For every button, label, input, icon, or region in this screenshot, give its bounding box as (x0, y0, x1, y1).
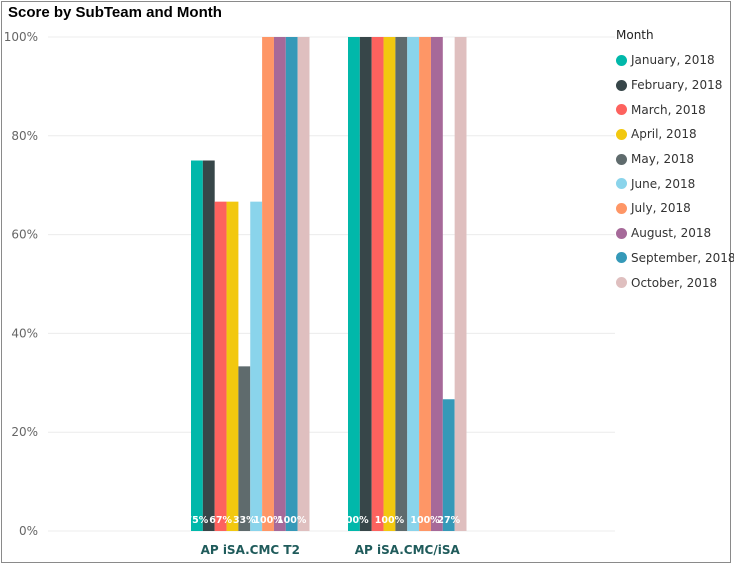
bar[interactable] (407, 37, 420, 531)
y-tick-label: 40% (11, 326, 38, 340)
legend: January, 2018 February, 2018 March, 2018 Ap… (616, 48, 734, 295)
legend-label: March, 2018 (631, 102, 706, 117)
legend-marker-icon (616, 252, 627, 264)
legend-label: April, 2018 (631, 127, 697, 142)
y-tick-label: 20% (11, 425, 38, 439)
legend-item[interactable]: March, 2018 (616, 97, 734, 122)
legend-label: February, 2018 (631, 78, 723, 93)
bar[interactable] (202, 160, 215, 532)
legend-label: January, 2018 (631, 53, 715, 68)
legend-label: June, 2018 (631, 176, 696, 191)
bar[interactable] (250, 201, 263, 531)
legend-item[interactable]: January, 2018 (616, 48, 734, 73)
bar[interactable] (226, 201, 239, 531)
bar[interactable] (419, 37, 431, 531)
bar[interactable] (262, 37, 274, 531)
bar[interactable] (273, 37, 286, 531)
legend-item[interactable]: February, 2018 (616, 73, 734, 98)
data-label: 67% (209, 515, 232, 526)
chart-title: Score by SubTeam and Month (8, 4, 222, 21)
legend-item[interactable]: July, 2018 (616, 196, 734, 221)
y-tick-label: 60% (11, 228, 38, 242)
legend-label: September, 2018 (631, 250, 734, 265)
data-label: 100% (410, 515, 440, 526)
data-label: 75% (186, 515, 209, 526)
legend-marker-icon (616, 54, 627, 66)
legend-marker-icon (616, 178, 627, 190)
bar[interactable] (285, 37, 298, 531)
data-label: 27% (437, 515, 460, 526)
legend-item[interactable]: May, 2018 (616, 147, 734, 172)
x-category-label: AP iSA.CMC/iSA (355, 543, 461, 557)
legend-label: August, 2018 (631, 226, 712, 241)
bar[interactable] (214, 201, 227, 531)
bar[interactable] (238, 366, 251, 531)
data-label: 100% (339, 515, 369, 526)
bar[interactable] (383, 37, 396, 531)
legend-item[interactable]: June, 2018 (616, 171, 734, 196)
bar[interactable] (359, 37, 372, 531)
bar[interactable] (430, 37, 443, 531)
data-label: 33% (233, 515, 256, 526)
legend-marker-icon (616, 202, 627, 214)
bar[interactable] (297, 37, 310, 531)
legend-item[interactable]: August, 2018 (616, 221, 734, 246)
legend-marker-icon (616, 153, 627, 165)
y-tick-label: 80% (11, 129, 38, 143)
data-label: 100% (375, 515, 405, 526)
legend-marker-icon (616, 79, 627, 91)
legend-item[interactable]: April, 2018 (616, 122, 734, 147)
bar[interactable] (348, 37, 360, 531)
legend-marker-icon (616, 128, 627, 140)
legend-marker-icon (616, 277, 627, 289)
y-tick-label: 100% (4, 30, 38, 44)
bar[interactable] (395, 37, 408, 531)
legend-marker-icon (616, 227, 627, 239)
legend-label: July, 2018 (631, 201, 691, 216)
bar[interactable] (454, 37, 467, 531)
bar[interactable] (191, 160, 203, 532)
legend-marker-icon (616, 104, 627, 116)
legend-title: Month (616, 28, 654, 42)
legend-item[interactable]: October, 2018 (616, 270, 734, 295)
x-category-label: AP iSA.CMC T2 (201, 543, 300, 557)
legend-label: October, 2018 (631, 275, 718, 290)
bar[interactable] (371, 37, 384, 531)
legend-label: May, 2018 (631, 152, 694, 167)
data-label: 100% (253, 515, 283, 526)
bar[interactable] (442, 399, 455, 531)
legend-item[interactable]: September, 2018 (616, 246, 734, 271)
y-tick-label: 0% (19, 524, 38, 538)
data-label: 100% (277, 515, 307, 526)
